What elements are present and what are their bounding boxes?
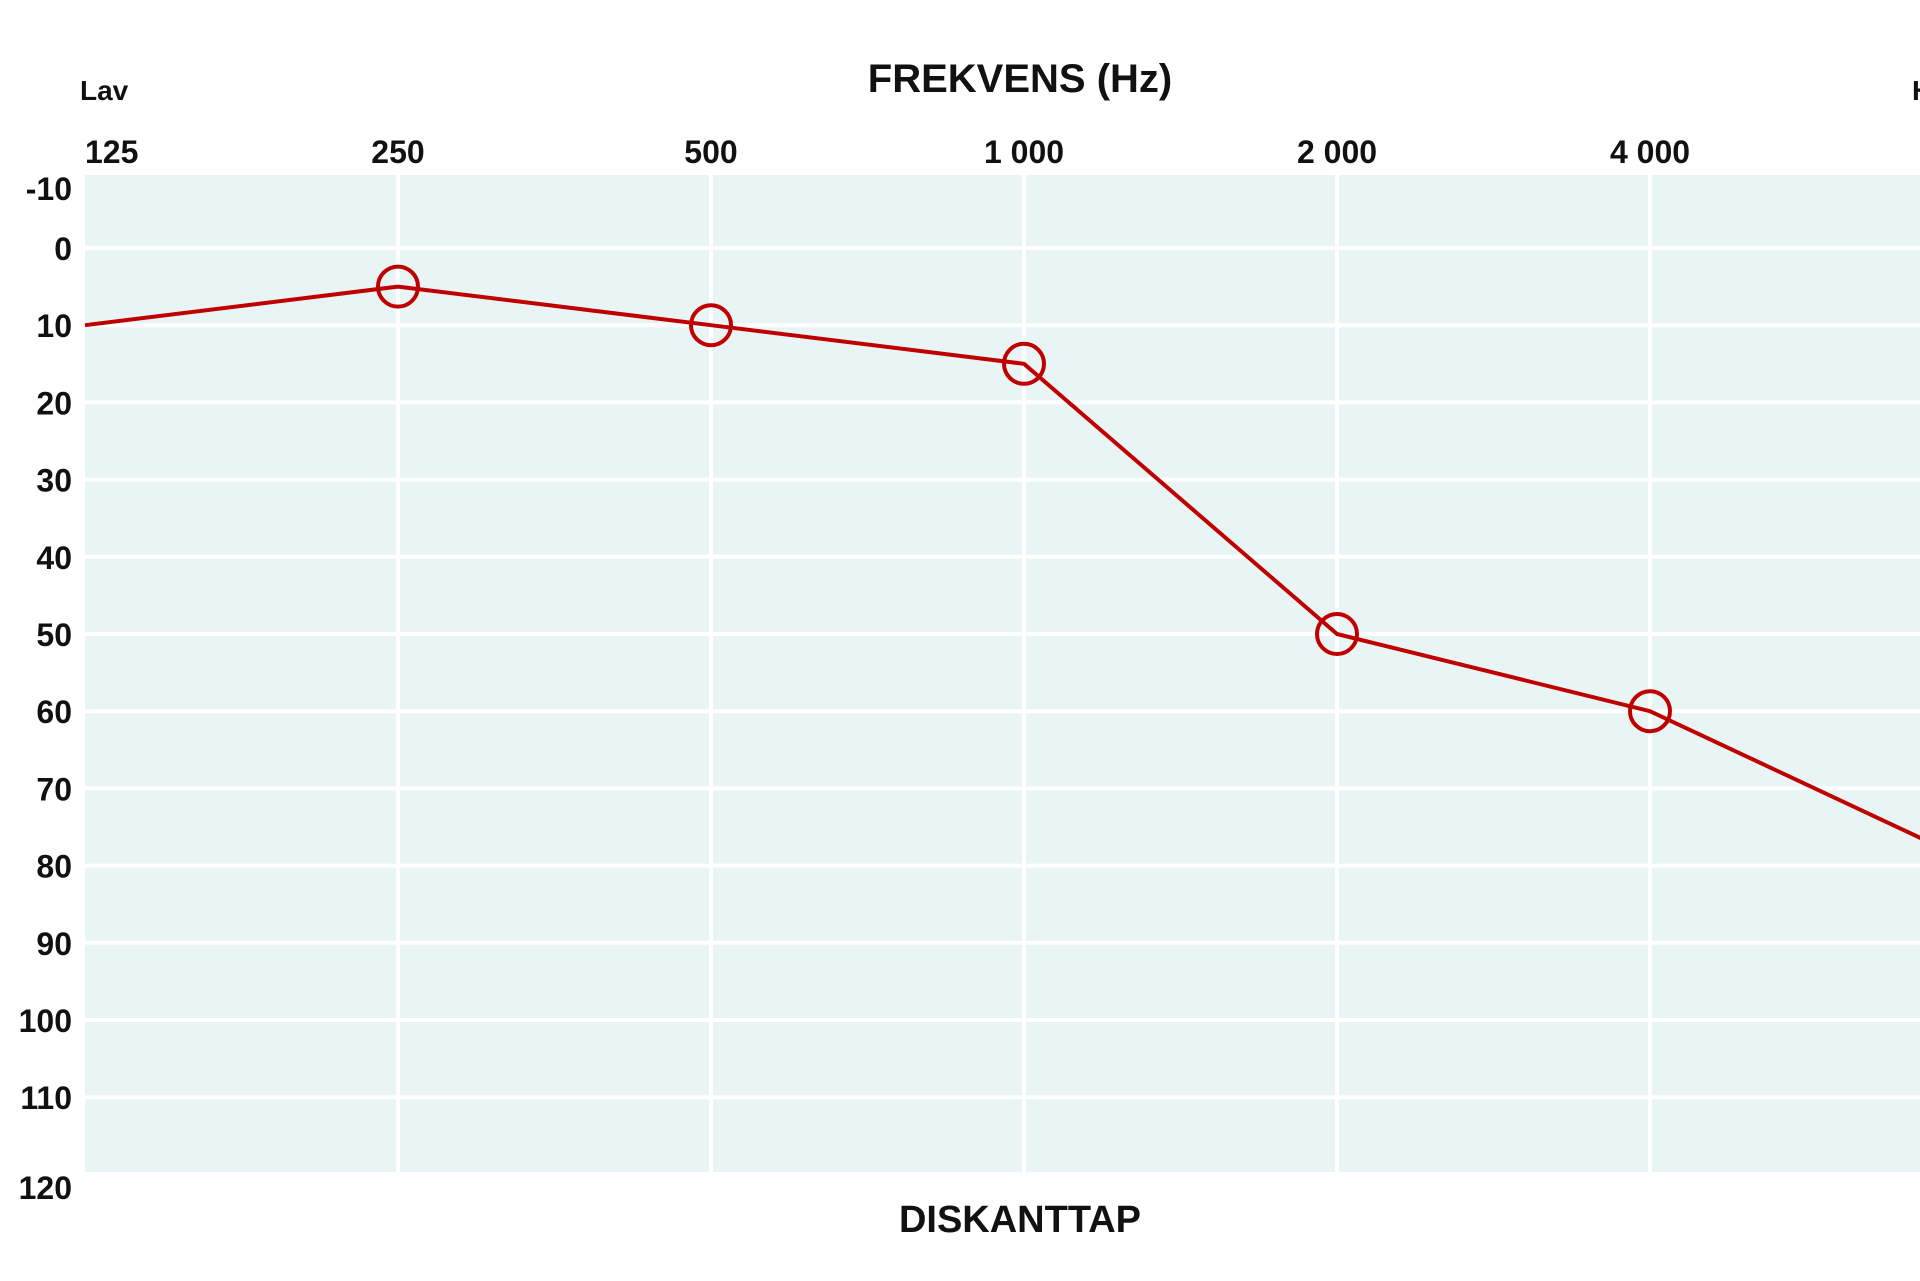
y-tick-label: 20 [36, 385, 72, 421]
data-point-marker [1315, 612, 1359, 656]
chart-subtitle: DISKANTTAP [899, 1199, 1141, 1241]
y-tick-label: 0 [54, 231, 72, 267]
y-tick-label: 110 [20, 1080, 72, 1116]
y-tick-label: 90 [36, 926, 72, 962]
series-line-group [84, 264, 1920, 840]
y-tick-label: 80 [36, 849, 72, 885]
plot-background [85, 175, 1920, 1172]
x-tick-label: 125 [85, 134, 138, 170]
chart-title: FREKVENS (Hz) [868, 57, 1172, 101]
labels-group: FREKVENS (Hz) Lav H DISKANTTAP [80, 57, 1920, 1241]
y-tick-label: 30 [36, 463, 72, 499]
y-tick-label: 120 [19, 1170, 72, 1206]
series-line [84, 284, 1920, 840]
x-tick-label: 500 [684, 134, 737, 170]
x-low-label: Lav [80, 75, 129, 106]
y-tick-labels: -10 0 10 20 30 40 50 60 70 80 90 100 110 120 [19, 171, 72, 1206]
x-tick-label: 4 000 [1610, 134, 1690, 170]
y-tick-label: 40 [36, 540, 72, 576]
y-tick-label: 50 [36, 617, 72, 653]
grid [85, 175, 1920, 1172]
x-tick-label: 1 000 [984, 134, 1064, 170]
x-high-label: H [1912, 75, 1920, 106]
y-tick-label: 60 [36, 694, 72, 730]
y-tick-label: -10 [26, 171, 72, 207]
y-tick-label: 70 [36, 771, 72, 807]
y-tick-label: 100 [19, 1003, 72, 1039]
data-point-marker [689, 303, 733, 348]
y-tick-label: 10 [36, 308, 72, 344]
x-tick-label: 250 [371, 134, 424, 170]
data-point-marker [1002, 341, 1046, 386]
data-point-marker [1628, 689, 1672, 734]
x-tick-label: 2 000 [1297, 134, 1377, 170]
data-point-marker [376, 264, 420, 309]
